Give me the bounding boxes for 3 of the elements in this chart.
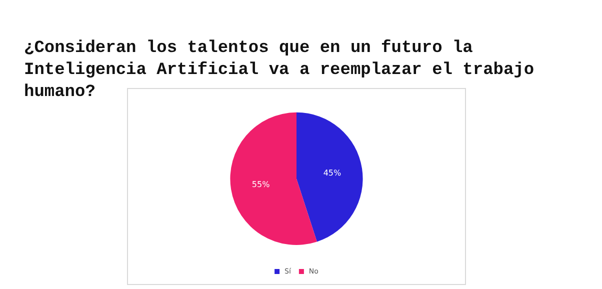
data-label: 45% <box>323 168 342 178</box>
chart-title: ¿Consideran los talentos que en un futuro la Inteligencia Artificial va a reemplazar el trabajo humano? <box>24 38 536 104</box>
data-label: 55% <box>252 180 270 189</box>
